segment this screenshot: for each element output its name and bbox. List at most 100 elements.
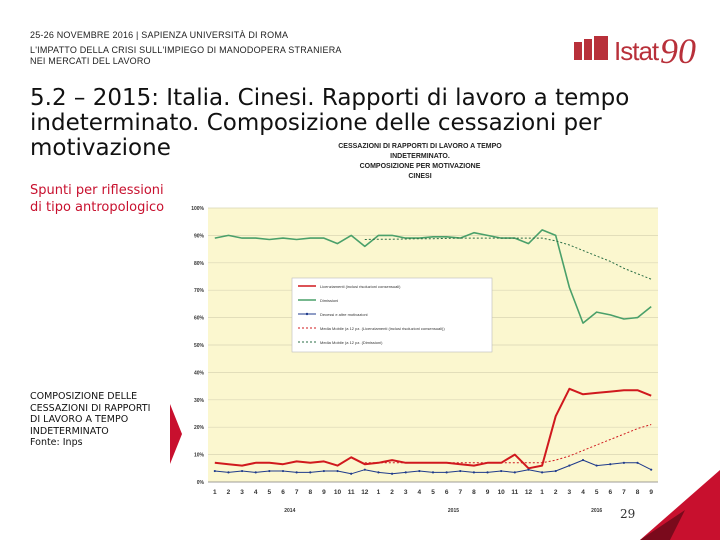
x-tick-label: 4 xyxy=(254,489,258,496)
legend-label: Media Mobile (a 12 pz. (Licenziamenti (i… xyxy=(320,326,445,331)
logo-text: Istat xyxy=(614,36,659,66)
data-point xyxy=(350,472,353,475)
x-tick-label: 9 xyxy=(322,489,326,496)
data-point xyxy=(377,471,380,474)
x-tick-label: 6 xyxy=(445,489,449,496)
header-event: 25-26 NOVEMBRE 2016 | SAPIENZA UNIVERSIT… xyxy=(30,30,289,40)
chart-note: COMPOSIZIONE DELLE CESSAZIONI DI RAPPORT… xyxy=(30,391,160,449)
year-label: 2014 xyxy=(284,508,295,514)
x-tick-label: 1 xyxy=(377,489,381,496)
year-labels: 2014 2015 2016 xyxy=(284,508,602,514)
y-tick-label: 90% xyxy=(194,233,205,239)
x-tick-label: 12 xyxy=(361,489,369,496)
x-tick-label: 5 xyxy=(595,489,599,496)
x-tick-label: 7 xyxy=(622,489,626,496)
x-tick-label: 3 xyxy=(568,489,572,496)
data-point xyxy=(295,471,298,474)
x-axis-ticks: 1 2 3 4 5 6 7 8 9 10 11 12 1 2 3 4 5 6 7 8 9 10 11 12 1 2 3 4 5 6 7 8 9 xyxy=(208,481,658,496)
legend-label: Media Mobile (a 12 pz. (Dimissioni) xyxy=(320,340,383,345)
x-tick-label: 12 xyxy=(525,489,533,496)
header-topic-line-2: NEI MERCATI DEL LAVORO xyxy=(30,56,151,66)
chart-title-line-1: CESSAZIONI DI RAPPORTI DI LAVORO A TEMPO… xyxy=(338,143,502,160)
x-tick-label: 7 xyxy=(458,489,462,496)
x-tick-label: 11 xyxy=(348,489,355,496)
data-point xyxy=(445,471,448,474)
data-point xyxy=(581,458,585,462)
x-tick-label: 6 xyxy=(281,489,285,496)
x-tick-label: 9 xyxy=(486,489,490,496)
x-tick-label: 11 xyxy=(511,489,518,496)
data-point xyxy=(472,471,476,474)
data-point xyxy=(227,471,230,474)
chart-title-line-3: CINESI xyxy=(408,173,432,180)
istat-mark-icon xyxy=(574,36,608,60)
corner-decoration xyxy=(640,470,720,540)
data-point xyxy=(513,471,516,474)
data-point xyxy=(554,469,557,473)
data-point xyxy=(404,471,407,474)
y-tick-label: 0% xyxy=(197,480,205,486)
legend-box xyxy=(291,277,493,353)
data-point xyxy=(390,472,394,475)
data-point xyxy=(281,469,285,473)
legend: Licenziamenti (inclusi risoluzioni conse… xyxy=(291,277,493,353)
x-tick-label: 4 xyxy=(418,489,422,496)
logo-number: 90 xyxy=(660,31,696,71)
year-label: 2015 xyxy=(448,508,459,514)
x-tick-label: 9 xyxy=(649,489,653,496)
note-source: Fonte: Inps xyxy=(30,437,83,448)
x-tick-label: 8 xyxy=(636,489,640,496)
note-line-2: CESSAZIONI DI RAPPORTI xyxy=(30,402,151,414)
data-point xyxy=(568,464,571,467)
chart-heading: CESSAZIONI DI RAPPORTI DI LAVORO A TEMPO… xyxy=(310,142,530,182)
series-line xyxy=(214,229,652,324)
slide-title: 5.2 – 2015: Italia. Cinesi. Rapporti di … xyxy=(30,85,630,161)
x-tick-label: 10 xyxy=(498,489,506,496)
y-tick-label: 60% xyxy=(194,316,205,322)
chart-title-line-2: COMPOSIZIONE PER MOTIVAZIONE xyxy=(359,163,481,170)
x-tick-label: 3 xyxy=(240,489,244,496)
data-point xyxy=(486,471,489,474)
data-point xyxy=(650,468,653,471)
year-label: 2016 xyxy=(591,508,602,514)
x-tick-label: 2 xyxy=(227,489,231,496)
x-tick-label: 5 xyxy=(431,489,435,496)
legend-marker xyxy=(305,312,309,316)
x-tick-label: 8 xyxy=(472,489,476,496)
data-point xyxy=(527,468,530,471)
istat-logo: Istat 90 xyxy=(574,31,696,74)
x-tick-label: 1 xyxy=(540,489,544,496)
data-point xyxy=(268,469,271,473)
x-tick-label: 3 xyxy=(404,489,408,496)
legend-label: Licenziamenti (inclusi risoluzioni conse… xyxy=(320,284,401,289)
data-point xyxy=(309,471,312,474)
y-tick-label: 100% xyxy=(191,206,204,212)
data-point xyxy=(254,471,257,474)
data-point xyxy=(418,469,421,473)
arrow-right-icon xyxy=(170,404,182,464)
legend-label: Decessi e altre motivazioni xyxy=(320,312,368,317)
series-lines xyxy=(213,229,653,475)
y-axis-ticks: 0% 10% 20% 30% 40% 50% 60% 70% 80% 90% 100% xyxy=(191,206,204,486)
y-tick-label: 30% xyxy=(194,398,205,404)
data-point xyxy=(622,461,626,464)
x-tick-label: 8 xyxy=(308,489,312,496)
x-tick-label: 1 xyxy=(213,489,217,496)
note-line-4: INDETERMINATO xyxy=(30,425,109,437)
y-tick-label: 70% xyxy=(194,288,205,294)
data-point xyxy=(595,464,598,467)
y-tick-label: 20% xyxy=(194,425,205,431)
y-tick-label: 50% xyxy=(194,343,205,349)
x-tick-label: 7 xyxy=(295,489,299,496)
data-point xyxy=(240,469,244,473)
x-tick-label: 6 xyxy=(608,489,612,496)
y-tick-label: 10% xyxy=(194,453,205,459)
header-topic-line-1: L'IMPATTO DELLA CRISI SULL'IMPIEGO DI MA… xyxy=(30,45,342,55)
x-tick-label: 2 xyxy=(390,489,394,496)
data-point xyxy=(459,469,462,473)
side-text: Spunti per riflessioni di tipo antropolo… xyxy=(30,183,165,215)
data-point xyxy=(500,469,503,473)
page-number: 29 xyxy=(620,507,636,521)
x-tick-label: 5 xyxy=(268,489,272,496)
